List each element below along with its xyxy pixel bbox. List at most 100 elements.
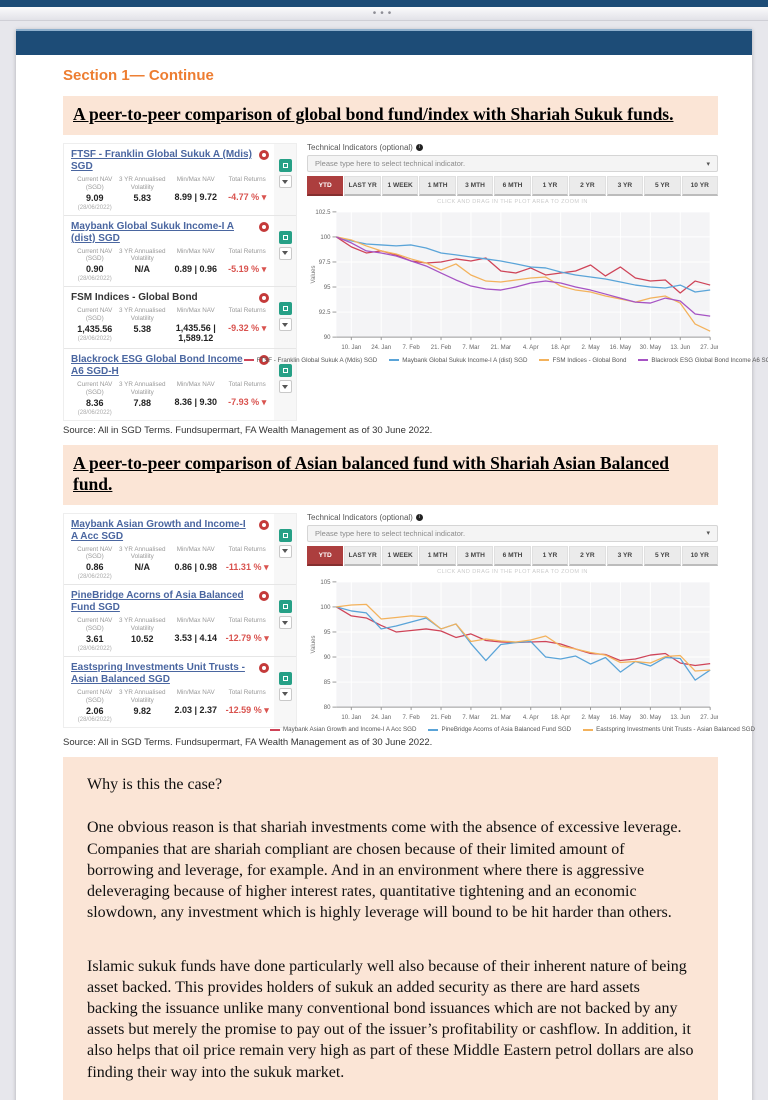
period-button-1-mth[interactable]: 1 MTH (419, 545, 456, 566)
fund-name-link[interactable]: PineBridge Acorns of Asia Balanced Fund … (71, 590, 244, 614)
fund-name-link[interactable]: Maybank Asian Growth and Income-I A Acc … (71, 518, 246, 542)
filter-button[interactable] (278, 616, 292, 630)
chart-svg[interactable]: 90 92.5 95 97.5 100 102.5 10. Jan 24. Jan 7. Feb… (307, 206, 718, 355)
fund-actions (274, 215, 296, 287)
fund-card: PineBridge Acorns of Asia Balanced Fund … (64, 585, 274, 656)
remove-fund-icon[interactable] (259, 591, 269, 602)
period-button-2-yr[interactable]: 2 YR (569, 176, 606, 196)
remove-fund-icon[interactable] (259, 355, 269, 365)
period-button-1-week[interactable]: 1 WEEK (381, 545, 419, 566)
legend-label: Maybank Global Sukuk Income-I A (dist) S… (402, 356, 528, 364)
zoom-hint: CLICK AND DRAG IN THE PLOT AREA TO ZOOM … (437, 199, 588, 205)
fund-name-link[interactable]: Blackrock ESG Global Bond Income A6 SGD-… (71, 354, 243, 377)
info-icon[interactable]: i (415, 144, 423, 151)
fund-name-link: FSM Indices - Global Bond (71, 292, 198, 304)
legend-item[interactable]: PineBridge Acorns of Asia Balanced Fund … (428, 726, 571, 733)
filter-button[interactable] (278, 318, 292, 332)
svg-text:7. Feb: 7. Feb (403, 345, 421, 351)
chart-button[interactable] (278, 600, 292, 614)
fund-stat: Current NAV (SGD) 0.86 (28/06/2022) (71, 546, 119, 581)
filter-button[interactable] (278, 380, 292, 393)
remove-fund-icon[interactable] (259, 519, 269, 530)
period-button-last-yr[interactable]: LAST YR (344, 176, 381, 196)
remove-fund-icon[interactable] (259, 293, 269, 304)
filter-button[interactable] (278, 687, 292, 701)
legend-item[interactable]: FTSF - Franklin Global Sukuk A (Mdis) SG… (243, 357, 377, 364)
remove-fund-icon[interactable] (259, 150, 269, 160)
svg-text:90: 90 (324, 655, 331, 661)
comparison-widget-1: FTSF - Franklin Global Sukuk A (Mdis) SG… (63, 143, 768, 421)
filter-button[interactable] (278, 175, 292, 188)
chart-button[interactable] (278, 159, 292, 172)
technical-indicator-select[interactable]: Please type here to select technical ind… (307, 155, 718, 172)
svg-text:21. Feb: 21. Feb (431, 714, 452, 720)
stat-header: Min/Max NAV (176, 617, 215, 625)
fund-name-link[interactable]: Eastspring Investments Unit Trusts - Asi… (71, 661, 245, 685)
period-button-ytd[interactable]: YTD (307, 176, 344, 196)
nav-date: (28/06/2022) (77, 409, 112, 416)
chart-svg[interactable]: 80 85 90 95 100 105 10. Jan 24. Jan 7. Feb 21. Fe… (307, 576, 718, 725)
funnel-icon (282, 179, 288, 184)
period-button-5-yr[interactable]: 5 YR (644, 176, 681, 196)
svg-text:7. Feb: 7. Feb (403, 714, 421, 720)
chart-panel-2: Technical Indicators (optional) i Please… (270, 513, 755, 733)
period-button-1-mth[interactable]: 1 MTH (419, 176, 456, 196)
filter-button[interactable] (278, 544, 292, 558)
fund-list-1: FTSF - Franklin Global Sukuk A (Mdis) SG… (63, 143, 297, 421)
source-note-1: Source: All in SGD Terms. Fundsupermart,… (63, 424, 433, 436)
line-chart-1[interactable]: 90 92.5 95 97.5 100 102.5 10. Jan 24. Jan 7. Feb… (307, 206, 718, 355)
legend-item[interactable]: Blackrock ESG Global Bond Income A6 SGD-… (638, 357, 768, 364)
fund-name-link[interactable]: Maybank Global Sukuk Income-I A (dist) S… (71, 220, 234, 244)
chart-button[interactable] (278, 230, 292, 244)
period-button-10-yr[interactable]: 10 YR (681, 545, 718, 566)
period-button-10-yr[interactable]: 10 YR (681, 176, 718, 196)
legend-item[interactable]: Eastspring Investments Unit Trusts - Asi… (583, 726, 755, 733)
stat-header: Current NAV (SGD) (77, 176, 113, 191)
legend-dash (539, 359, 550, 362)
fund-stats: Current NAV (SGD) 0.86 (28/06/2022) 3 YR An… (71, 546, 269, 581)
line-chart-2[interactable]: 80 85 90 95 100 105 10. Jan 24. Jan 7. Feb 21. Fe… (307, 576, 718, 725)
chart-button[interactable] (278, 364, 292, 377)
fund-name-link[interactable]: FTSF - Franklin Global Sukuk A (Mdis) SG… (71, 149, 252, 172)
chart-button[interactable] (278, 671, 292, 685)
remove-fund-icon[interactable] (259, 662, 269, 673)
fund-row: Blackrock ESG Global Bond Income A6 SGD-… (64, 349, 296, 420)
legend-item[interactable]: Maybank Asian Growth and Income-I A Acc … (270, 726, 416, 733)
period-button-1-yr[interactable]: 1 YR (531, 176, 569, 196)
period-button-3-mth[interactable]: 3 MTH (456, 176, 494, 196)
period-button-6-mth[interactable]: 6 MTH (494, 176, 531, 196)
fund-stat: Current NAV (SGD) 2.06 (28/06/2022) (71, 689, 119, 724)
legend-item[interactable]: FSM Indices - Global Bond (539, 357, 626, 364)
period-button-1-yr[interactable]: 1 YR (531, 545, 569, 566)
period-button-5-yr[interactable]: 5 YR (644, 545, 681, 566)
section-heading: Section 1— Continue (63, 67, 214, 84)
chart-button[interactable] (278, 528, 292, 542)
fund-stat: Min/Max NAV 8.36 | 9.30 (166, 381, 225, 416)
nav-date: (28/06/2022) (77, 276, 112, 283)
legend-label: Blackrock ESG Global Bond Income A6 SGD-… (651, 356, 768, 364)
period-button-6-mth[interactable]: 6 MTH (494, 545, 531, 566)
remove-fund-icon[interactable] (259, 221, 269, 232)
period-button-ytd[interactable]: YTD (307, 545, 344, 566)
chart-button[interactable] (278, 302, 292, 316)
fund-stat: Min/Max NAV 0.86 | 0.98 (166, 546, 225, 581)
stat-header: Min/Max NAV (176, 247, 215, 255)
fund-row: Eastspring Investments Unit Trusts - Asi… (64, 656, 296, 728)
filter-button[interactable] (278, 246, 292, 260)
period-button-1-week[interactable]: 1 WEEK (381, 176, 419, 196)
period-button-2-yr[interactable]: 2 YR (569, 545, 606, 566)
stat-header: Total Returns (228, 545, 266, 553)
fund-stat: Current NAV (SGD) 0.90 (28/06/2022) (71, 248, 119, 283)
period-button-3-yr[interactable]: 3 YR (606, 545, 644, 566)
period-button-3-mth[interactable]: 3 MTH (456, 545, 494, 566)
stat-value: 0.86 (85, 562, 104, 573)
fund-stat: Current NAV (SGD) 8.36 (28/06/2022) (71, 381, 119, 416)
legend-item[interactable]: Maybank Global Sukuk Income-I A (dist) S… (389, 357, 527, 364)
stat-value: 1,435.56 (77, 323, 113, 334)
fund-stat: Current NAV (SGD) 9.09 (28/06/2022) (71, 176, 119, 211)
period-button-3-yr[interactable]: 3 YR (606, 176, 644, 196)
info-icon[interactable]: i (415, 513, 423, 521)
technical-indicator-select[interactable]: Please type here to select technical ind… (307, 524, 718, 542)
stat-header: Total Returns (228, 307, 266, 315)
period-button-last-yr[interactable]: LAST YR (344, 545, 381, 566)
